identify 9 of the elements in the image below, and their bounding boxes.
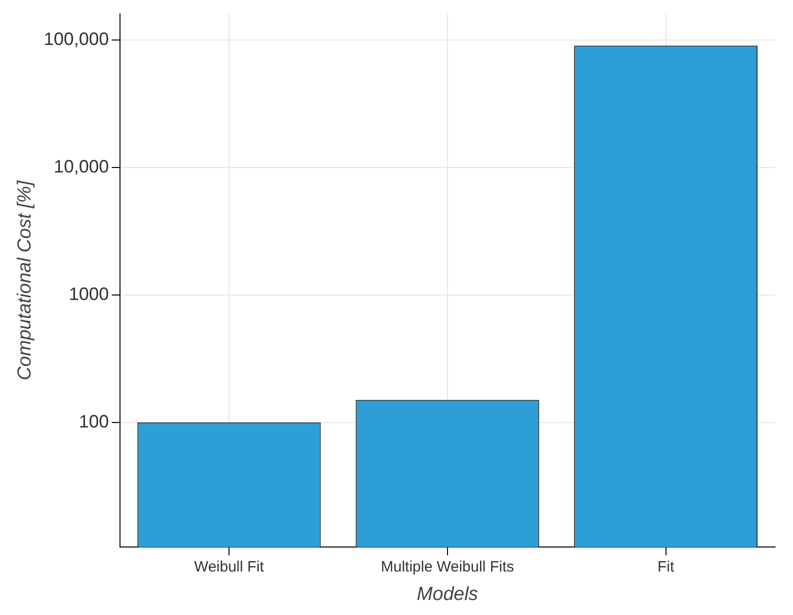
- y-axis-title: Computational Cost [%]: [14, 180, 36, 380]
- y-tick-label: 100: [78, 411, 109, 432]
- x-axis-title: Models: [416, 584, 479, 605]
- y-tick-label: 10,000: [54, 156, 109, 176]
- x-tick-label: Fit: [657, 558, 675, 576]
- y-tick-label: 100,000: [44, 28, 109, 49]
- x-tick-label: Multiple Weibull Fits: [380, 558, 514, 576]
- x-tick-label: Weibull Fit: [194, 558, 265, 576]
- y-tick-label: 1000: [68, 284, 109, 304]
